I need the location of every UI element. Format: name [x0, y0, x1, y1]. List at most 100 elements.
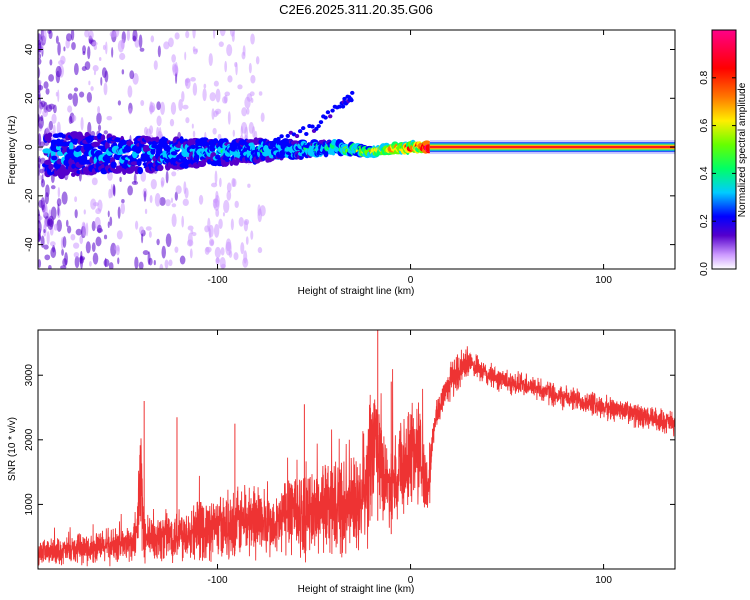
spectrogram-noise-cell	[246, 107, 250, 115]
spectrogram-carrier-line	[429, 145, 675, 149]
spectrogram-ridge-cell	[162, 137, 169, 142]
spectrogram-noise-cell	[214, 170, 218, 185]
spectrogram-noise-cell	[127, 185, 133, 196]
spectrogram-noise-cell	[120, 38, 125, 50]
spectrogram-noise-cell	[117, 100, 121, 106]
colorbar-tick-label: 0.6	[699, 118, 710, 132]
spectrogram-noise-cell	[49, 241, 56, 247]
spectrogram-noise-cell	[60, 265, 67, 269]
spectrogram-noise-cell	[42, 109, 49, 118]
colorbar-tick-label: 0.4	[699, 166, 710, 180]
spectrogram-noise-cell	[108, 262, 114, 269]
spectrogram-noise-cell	[55, 91, 58, 97]
spectrogram-noise-cell	[113, 30, 120, 38]
spectrogram-noise-cell	[213, 223, 220, 238]
spectrogram-branch-cell	[279, 134, 284, 139]
spectrogram-noise-cell	[159, 196, 166, 206]
spectrogram-noise-cell	[67, 225, 72, 234]
spectrogram-noise-cell	[190, 77, 196, 82]
spectrogram-noise-cell	[97, 106, 101, 114]
spectrogram-noise-cell	[226, 44, 233, 57]
spectrogram-noise-cell	[219, 30, 226, 37]
spectrogram-noise-cell	[255, 56, 260, 65]
spectrogram-noise-cell	[226, 182, 232, 193]
spectrogram-noise-cell	[218, 218, 223, 230]
spectrogram-noise-cell	[103, 234, 108, 240]
spectrogram-noise-cell	[92, 252, 99, 265]
spectrogram-noise-cell	[38, 84, 44, 91]
spectrogram-branch-cell	[323, 115, 328, 120]
spectrogram-noise-cell	[233, 252, 239, 261]
spectrogram-noise-cell	[171, 213, 177, 228]
spectrogram-noise-cell	[121, 198, 125, 204]
spectrogram-noise-cell	[97, 199, 103, 212]
spectrogram-noise-cell	[93, 70, 96, 76]
spectrogram-noise-cell	[67, 93, 73, 100]
spectrogram-noise-cell	[67, 105, 73, 113]
snr-xtick-label: -100	[208, 575, 228, 586]
spectrogram-noise-cell	[79, 256, 85, 264]
spectrogram-noise-cell	[139, 47, 145, 52]
spectrogram-noise-cell	[72, 92, 79, 107]
spectrogram-noise-cell	[40, 197, 45, 211]
spectrogram-noise-cell	[250, 74, 256, 84]
spectrogram-noise-cell	[219, 256, 226, 269]
spectrogram-noise-cell	[107, 171, 113, 181]
spectrogram-ridge-cell	[128, 140, 134, 145]
spectrogram-noise-cell	[226, 190, 232, 201]
spectrogram-noise-cell	[43, 244, 49, 250]
spectrogram-noise-cell	[45, 126, 51, 134]
spectrogram-noise-cell	[70, 30, 75, 41]
spectrogram-noise-cell	[101, 67, 107, 78]
spectrogram-noise-cell	[156, 115, 162, 127]
spectrogram-noise-cell	[38, 155, 41, 169]
spectrogram-noise-cell	[65, 219, 69, 228]
spectrogram-noise-cell	[153, 259, 156, 266]
spectrogram-noise-cell	[103, 258, 110, 267]
spectrogram-ridge-cell	[55, 145, 61, 151]
spectrogram-noise-cell	[191, 231, 197, 237]
spectrogram-noise-cell	[57, 203, 60, 216]
spectrogram-noise-cell	[179, 255, 186, 265]
spectrogram-noise-cell	[79, 91, 85, 98]
spectrogram-noise-cell	[140, 171, 147, 182]
figure-title: C2E6.2025.311.20.35.G06	[279, 2, 433, 17]
spectrogram-noise-cell	[191, 123, 194, 129]
spectrogram-noise-cell	[120, 202, 125, 215]
spectrogram-noise-cell	[132, 35, 137, 42]
spectrogram-noise-cell	[85, 222, 89, 237]
spectrogram-noise-cell	[100, 76, 103, 86]
spectrogram-noise-cell	[219, 177, 222, 188]
spectrogram-noise-cell	[126, 30, 131, 41]
spectrogram-noise-cell	[202, 88, 207, 102]
spectrogram-branch-cell	[316, 124, 321, 129]
spectrogram-noise-cell	[48, 30, 53, 40]
snr-xlabel: Height of straight line (km)	[298, 584, 415, 595]
spectrogram-noise-cell	[44, 192, 49, 205]
spectrogram-noise-cell	[258, 91, 263, 96]
spectrogram-ridge-cell	[180, 157, 188, 163]
spectrogram-ytick-label: 20	[24, 92, 35, 104]
spectrogram-noise-cell	[105, 41, 108, 55]
spectrogram-noise-cell	[198, 194, 204, 205]
spectrogram-noise-cell	[171, 203, 177, 208]
spectrogram-noise-cell	[62, 258, 68, 267]
spectrogram-ridge-cell	[73, 138, 78, 145]
spectrogram-noise-cell	[61, 248, 64, 256]
spectrogram-noise-cell	[96, 112, 102, 125]
spectrogram-noise-cell	[140, 100, 145, 106]
spectrogram-noise-cell	[244, 96, 251, 109]
colorbar-tick-label: 0.8	[699, 70, 710, 84]
spectrogram-noise-cell	[223, 199, 230, 214]
spectrogram-noise-cell	[178, 98, 183, 112]
spectrogram-noise-cell	[175, 185, 182, 194]
spectrogram-noise-cell	[38, 228, 41, 237]
spectrogram-noise-cell	[225, 238, 232, 252]
spectrogram-noise-cell	[55, 65, 62, 78]
spectrogram-xtick-label: 0	[408, 275, 414, 286]
snr-series-line	[38, 346, 675, 567]
spectrogram-noise-cell	[245, 236, 249, 245]
spectrogram-noise-cell	[108, 188, 112, 199]
spectrogram-noise-cell	[58, 59, 65, 66]
spectrogram-noise-cell	[160, 176, 165, 187]
